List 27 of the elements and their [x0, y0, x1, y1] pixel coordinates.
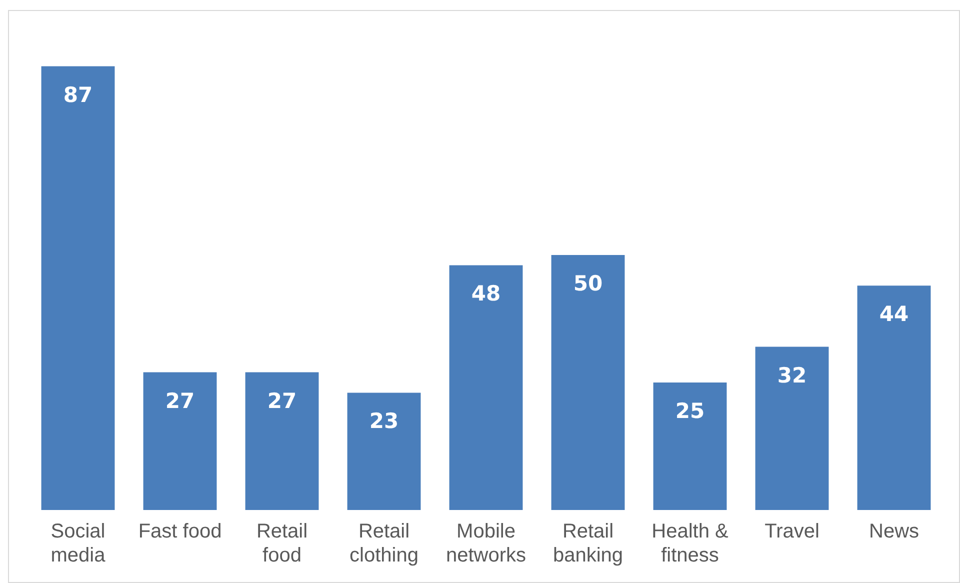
x-tick-label: News — [868, 520, 920, 543]
data-label: 48 — [471, 282, 501, 306]
bar — [245, 372, 319, 510]
data-label: 23 — [369, 409, 399, 434]
x-tick-label: Mobile networks — [446, 520, 526, 567]
x-tick-label: Fast food — [138, 520, 222, 543]
data-label: 27 — [165, 388, 195, 413]
data-label: 50 — [573, 271, 603, 296]
data-label: 32 — [777, 363, 807, 388]
bar — [653, 382, 727, 510]
data-label: 44 — [879, 302, 909, 326]
bar — [41, 66, 115, 510]
data-label: 27 — [267, 388, 297, 413]
data-label: 25 — [675, 398, 705, 423]
bar — [551, 255, 625, 510]
x-tick-label: Health & fitness — [652, 520, 730, 567]
x-tick-label: Retail banking — [552, 520, 624, 567]
bar — [857, 286, 931, 510]
bar — [755, 346, 829, 510]
x-tick-label: Retail clothing — [350, 520, 418, 567]
x-tick-label: Travel — [764, 520, 820, 543]
bar — [143, 372, 217, 510]
bar — [449, 265, 523, 510]
bar — [347, 392, 421, 510]
x-tick-label: Social media — [50, 520, 106, 567]
data-label: 87 — [63, 82, 93, 107]
x-tick-label: Retail food — [256, 520, 308, 567]
